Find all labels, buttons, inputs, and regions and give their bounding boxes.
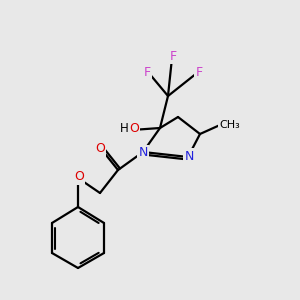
Text: CH₃: CH₃ [220, 120, 240, 130]
Text: N: N [184, 149, 194, 163]
Text: F: F [143, 65, 151, 79]
Text: O: O [129, 122, 139, 136]
Text: F: F [195, 67, 203, 80]
Text: H: H [120, 122, 128, 136]
Text: O: O [74, 170, 84, 184]
Text: O: O [95, 142, 105, 155]
Text: N: N [138, 146, 148, 160]
Text: F: F [169, 50, 177, 62]
